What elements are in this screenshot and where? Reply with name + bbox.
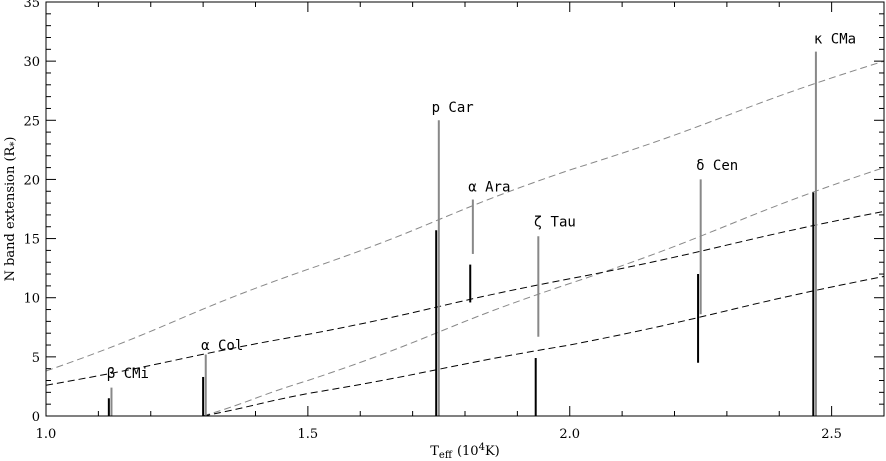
y-tick-label: 20 bbox=[23, 173, 40, 188]
x-axis-label-main: T bbox=[430, 444, 439, 459]
y-tick-label: 25 bbox=[23, 114, 40, 129]
y-tick-label: 0 bbox=[32, 410, 40, 425]
y-axis-label-end: ) bbox=[3, 137, 18, 142]
x-axis-label-unit-exp: 4 bbox=[479, 442, 485, 453]
star-labels: β CMi α Col p Car α Ara ζ Tau δ Cen κ CMa bbox=[107, 31, 856, 382]
x-tick-label: 2.5 bbox=[821, 427, 842, 442]
star-bars bbox=[107, 51, 817, 416]
x-axis-label-unit-end: K) bbox=[485, 444, 500, 459]
fit-curve bbox=[203, 275, 885, 417]
star-label: α Col bbox=[201, 338, 243, 354]
y-axis-label-sub: * bbox=[9, 142, 20, 147]
star-label: δ Cen bbox=[696, 158, 738, 174]
plot-frame bbox=[45, 1, 885, 417]
y-axis-label-main: N band extension (R bbox=[3, 145, 18, 281]
star-label: α Ara bbox=[468, 179, 510, 195]
x-tick-label: 1.0 bbox=[36, 427, 57, 442]
y-tick-label: 5 bbox=[32, 351, 40, 366]
star-label: ζ Tau bbox=[534, 215, 576, 231]
fit-curves bbox=[45, 60, 885, 417]
y-tick-label: 10 bbox=[23, 292, 40, 307]
star-label: p Car bbox=[432, 100, 474, 116]
x-axis-label: Teff (104K) bbox=[430, 442, 500, 461]
y-axis-label: N band extension (R*) bbox=[3, 137, 20, 282]
fit-curve bbox=[45, 210, 885, 386]
x-tick-label: 1.5 bbox=[298, 427, 319, 442]
fit-curve bbox=[45, 60, 885, 372]
axis-ticks: 1.0 1.5 2.0 2.5 0 5 10 15 20 25 30 35 bbox=[23, 0, 885, 442]
x-axis-label-unit: (10 bbox=[457, 444, 479, 459]
fit-curve bbox=[202, 167, 885, 417]
star-label: κ CMa bbox=[814, 31, 856, 47]
star-label: β CMi bbox=[107, 366, 149, 382]
x-tick-label: 2.0 bbox=[559, 427, 580, 442]
y-tick-label: 35 bbox=[23, 0, 40, 11]
y-tick-label: 30 bbox=[23, 55, 40, 70]
x-axis-label-sub: eff bbox=[439, 450, 453, 461]
y-tick-label: 15 bbox=[23, 233, 40, 248]
